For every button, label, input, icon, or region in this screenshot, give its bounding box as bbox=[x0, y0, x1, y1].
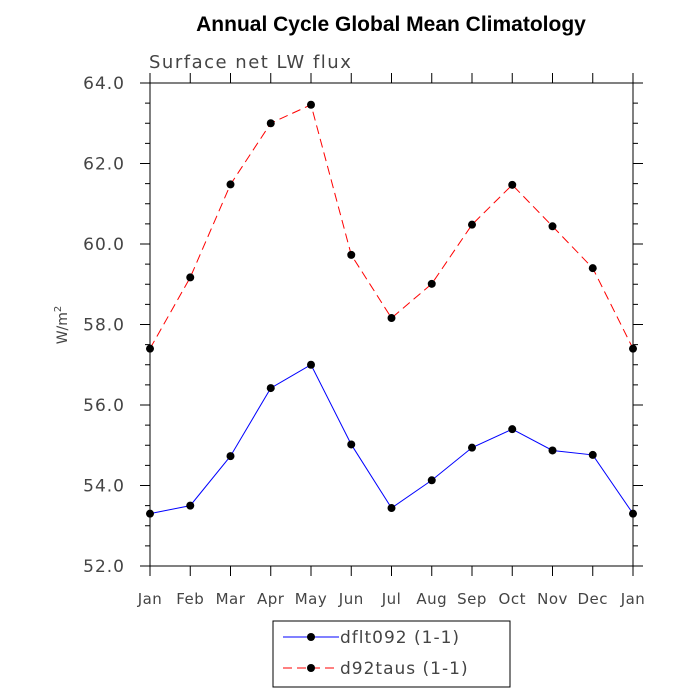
data-point bbox=[266, 119, 275, 128]
x-tick-label: Jan bbox=[137, 590, 163, 608]
data-point bbox=[629, 344, 637, 353]
chart-subtitle: Surface net LW flux bbox=[149, 52, 352, 73]
series-line-1 bbox=[149, 104, 634, 349]
data-point bbox=[226, 180, 235, 189]
data-point bbox=[588, 450, 597, 459]
x-tick-label: Oct bbox=[499, 590, 526, 608]
data-point bbox=[427, 476, 436, 485]
data-point bbox=[548, 446, 557, 455]
y-tick-label: 62.0 bbox=[83, 155, 125, 175]
legend: dflt092 (1-1) d92taus (1-1) bbox=[272, 620, 511, 688]
x-tick-label: Jun bbox=[338, 590, 364, 608]
y-tick-label: 54.0 bbox=[83, 477, 125, 497]
data-point bbox=[146, 344, 154, 353]
legend-box bbox=[272, 620, 511, 688]
legend-label-dflt092: dflt092 (1-1) bbox=[340, 628, 460, 648]
data-point bbox=[468, 443, 476, 452]
data-point bbox=[347, 250, 356, 259]
data-point bbox=[307, 360, 315, 369]
x-tick-label: Dec bbox=[577, 590, 608, 608]
legend-marker-dflt092 bbox=[307, 633, 315, 641]
data-point bbox=[427, 279, 436, 288]
axis-ticks: Jan Feb Mar Apr May Jun Jul Aug Sep Oct Nov Dec Jan 5… bbox=[83, 73, 645, 608]
y-tick-label: 52.0 bbox=[83, 557, 125, 577]
data-point bbox=[307, 100, 315, 109]
y-tick-label: 58.0 bbox=[83, 316, 125, 336]
data-point bbox=[548, 222, 557, 231]
series-layer bbox=[146, 100, 637, 518]
data-point bbox=[186, 501, 195, 510]
data-point bbox=[387, 504, 396, 513]
y-tick-label: 60.0 bbox=[83, 235, 125, 255]
x-tick-label: Jul bbox=[381, 590, 402, 608]
x-tick-label: Feb bbox=[176, 590, 204, 608]
legend-marker-d92taus bbox=[307, 664, 315, 672]
data-point bbox=[266, 384, 275, 393]
x-tick-label: Apr bbox=[257, 590, 285, 608]
x-tick-label: Nov bbox=[537, 590, 568, 608]
x-tick-label: Mar bbox=[216, 590, 246, 608]
x-tick-label: Aug bbox=[416, 590, 447, 608]
data-point bbox=[226, 452, 235, 461]
data-point bbox=[468, 220, 476, 229]
data-point bbox=[629, 509, 637, 518]
data-point bbox=[146, 509, 154, 518]
series-line-0 bbox=[149, 364, 634, 515]
plot-frame bbox=[149, 82, 634, 567]
x-tick-label: Sep bbox=[457, 590, 487, 608]
data-point bbox=[508, 425, 517, 434]
legend-label-d92taus: d92taus (1-1) bbox=[340, 659, 469, 679]
x-tick-label: Jan bbox=[620, 590, 646, 608]
data-point bbox=[588, 264, 597, 273]
data-point bbox=[186, 273, 195, 282]
y-tick-label: 64.0 bbox=[83, 74, 125, 94]
data-point bbox=[508, 180, 517, 189]
x-tick-label: May bbox=[295, 590, 328, 608]
y-axis-label: W/m2 bbox=[53, 306, 71, 345]
data-point bbox=[387, 314, 396, 323]
data-point bbox=[347, 440, 356, 449]
chart-title: Annual Cycle Global Mean Climatology bbox=[196, 13, 586, 36]
y-tick-label: 56.0 bbox=[83, 396, 125, 416]
